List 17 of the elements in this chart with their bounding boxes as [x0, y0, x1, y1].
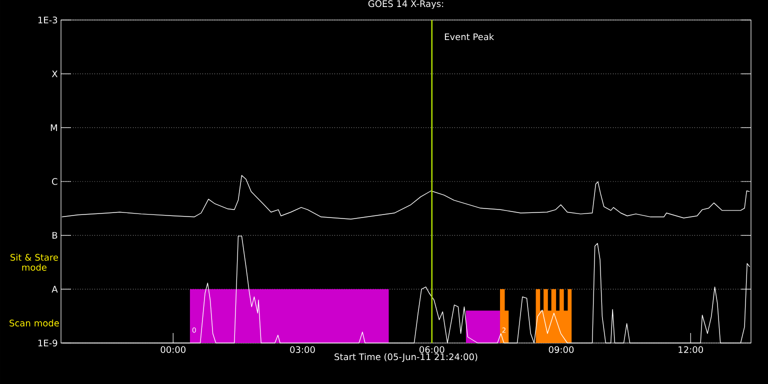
y-tick-label: 1E-9 [38, 340, 58, 346]
chart-title: GOES 14 X-Rays: [368, 0, 444, 9]
y-tick-label: X [52, 70, 58, 78]
y-tick-label: 1E-3 [38, 16, 58, 24]
x-tick-label: 12:00 [678, 346, 703, 354]
text: Sit & Stare mode [10, 254, 58, 271]
y-tick-label: B [52, 232, 58, 239]
y-tick-label: A [52, 286, 58, 292]
x-tick-label: 00:00 [160, 346, 186, 354]
y-tick-label: C [52, 178, 58, 185]
x-tick-label: 03:00 [290, 346, 315, 354]
ref-line-label: Event Peak [444, 33, 494, 40]
text: Scan mode [10, 320, 59, 326]
x-tick-label: 06:00 [420, 346, 444, 354]
x-tick-label: 09:00 [548, 346, 574, 354]
x-axis-title: Start Time (05-Jun-11 21:24:00) [334, 353, 478, 362]
y-tick-label: M [50, 124, 57, 131]
